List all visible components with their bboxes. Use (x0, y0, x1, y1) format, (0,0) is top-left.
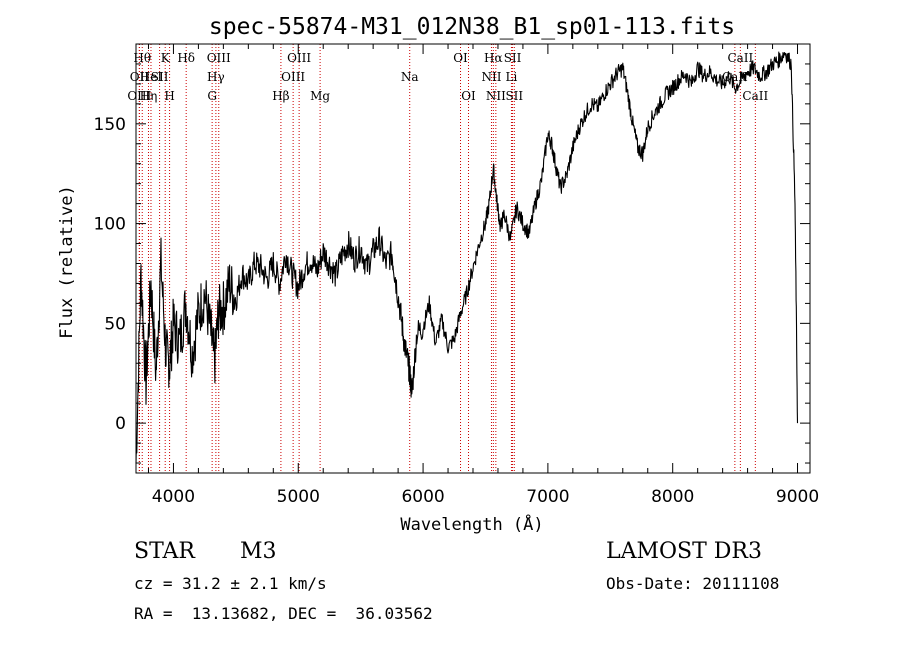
line-label: NII (486, 89, 506, 103)
object-class: STAR (134, 539, 195, 564)
line-label: SII (505, 89, 523, 103)
line-label: OIII (127, 89, 151, 103)
plot-layer: HθOIIOIIIHηHeISIIKHHδGHγOIIIHβOIIIOIIIMg… (94, 44, 819, 507)
line-label: NII (481, 70, 501, 84)
line-label: CaII (742, 89, 768, 103)
y-tick-label: 0 (115, 414, 126, 434)
survey-name: LAMOST DR3 (606, 539, 762, 564)
line-label: OIII (281, 70, 305, 84)
line-label: Hθ (133, 51, 151, 65)
x-tick-label: 5000 (277, 487, 320, 507)
line-label: Mg (310, 89, 330, 103)
line-label: H (164, 89, 174, 103)
object-subclass: M3 (240, 539, 277, 564)
line-label: CaII (727, 51, 753, 65)
x-tick-label: 9000 (776, 487, 819, 507)
line-label: OII (130, 70, 150, 84)
coordinates: RA = 13.13682, DEC = 36.03562 (134, 604, 433, 623)
line-label: SII (151, 70, 169, 84)
y-tick-label: 100 (94, 215, 126, 235)
line-label: SII (504, 51, 522, 65)
x-tick-label: 8000 (651, 487, 694, 507)
line-label: OI (453, 51, 468, 65)
obs-date: Obs-Date: 20111108 (606, 574, 780, 593)
y-tick-label: 150 (94, 115, 126, 135)
line-label: Hδ (177, 51, 195, 65)
y-tick-label: 50 (104, 314, 126, 334)
x-axis-label: Wavelength (Å) (400, 513, 543, 535)
line-label: Hη (140, 89, 158, 103)
x-tick-label: 6000 (401, 487, 444, 507)
redshift-value: cz = 31.2 ± 2.1 km/s (134, 574, 327, 593)
line-label: OIII (287, 51, 311, 65)
line-label: K (161, 51, 171, 65)
line-label: Na (401, 70, 419, 84)
line-label: OIII (207, 51, 231, 65)
line-label: G (207, 89, 217, 103)
line-label: Li (506, 70, 518, 84)
line-label: Hγ (207, 70, 225, 84)
line-label: Hα (484, 51, 503, 65)
x-tick-label: 7000 (526, 487, 569, 507)
spectrum-series (135, 51, 799, 464)
x-tick-label: 4000 (152, 487, 195, 507)
y-axis-label: Flux (relative) (57, 185, 77, 339)
line-label: Hβ (272, 89, 289, 103)
plot-frame (135, 43, 811, 474)
chart-title: spec-55874-M31_012N38_B1_sp01-113.fits (209, 14, 735, 40)
line-label: OI (461, 89, 476, 103)
line-label: HeI (140, 70, 163, 84)
